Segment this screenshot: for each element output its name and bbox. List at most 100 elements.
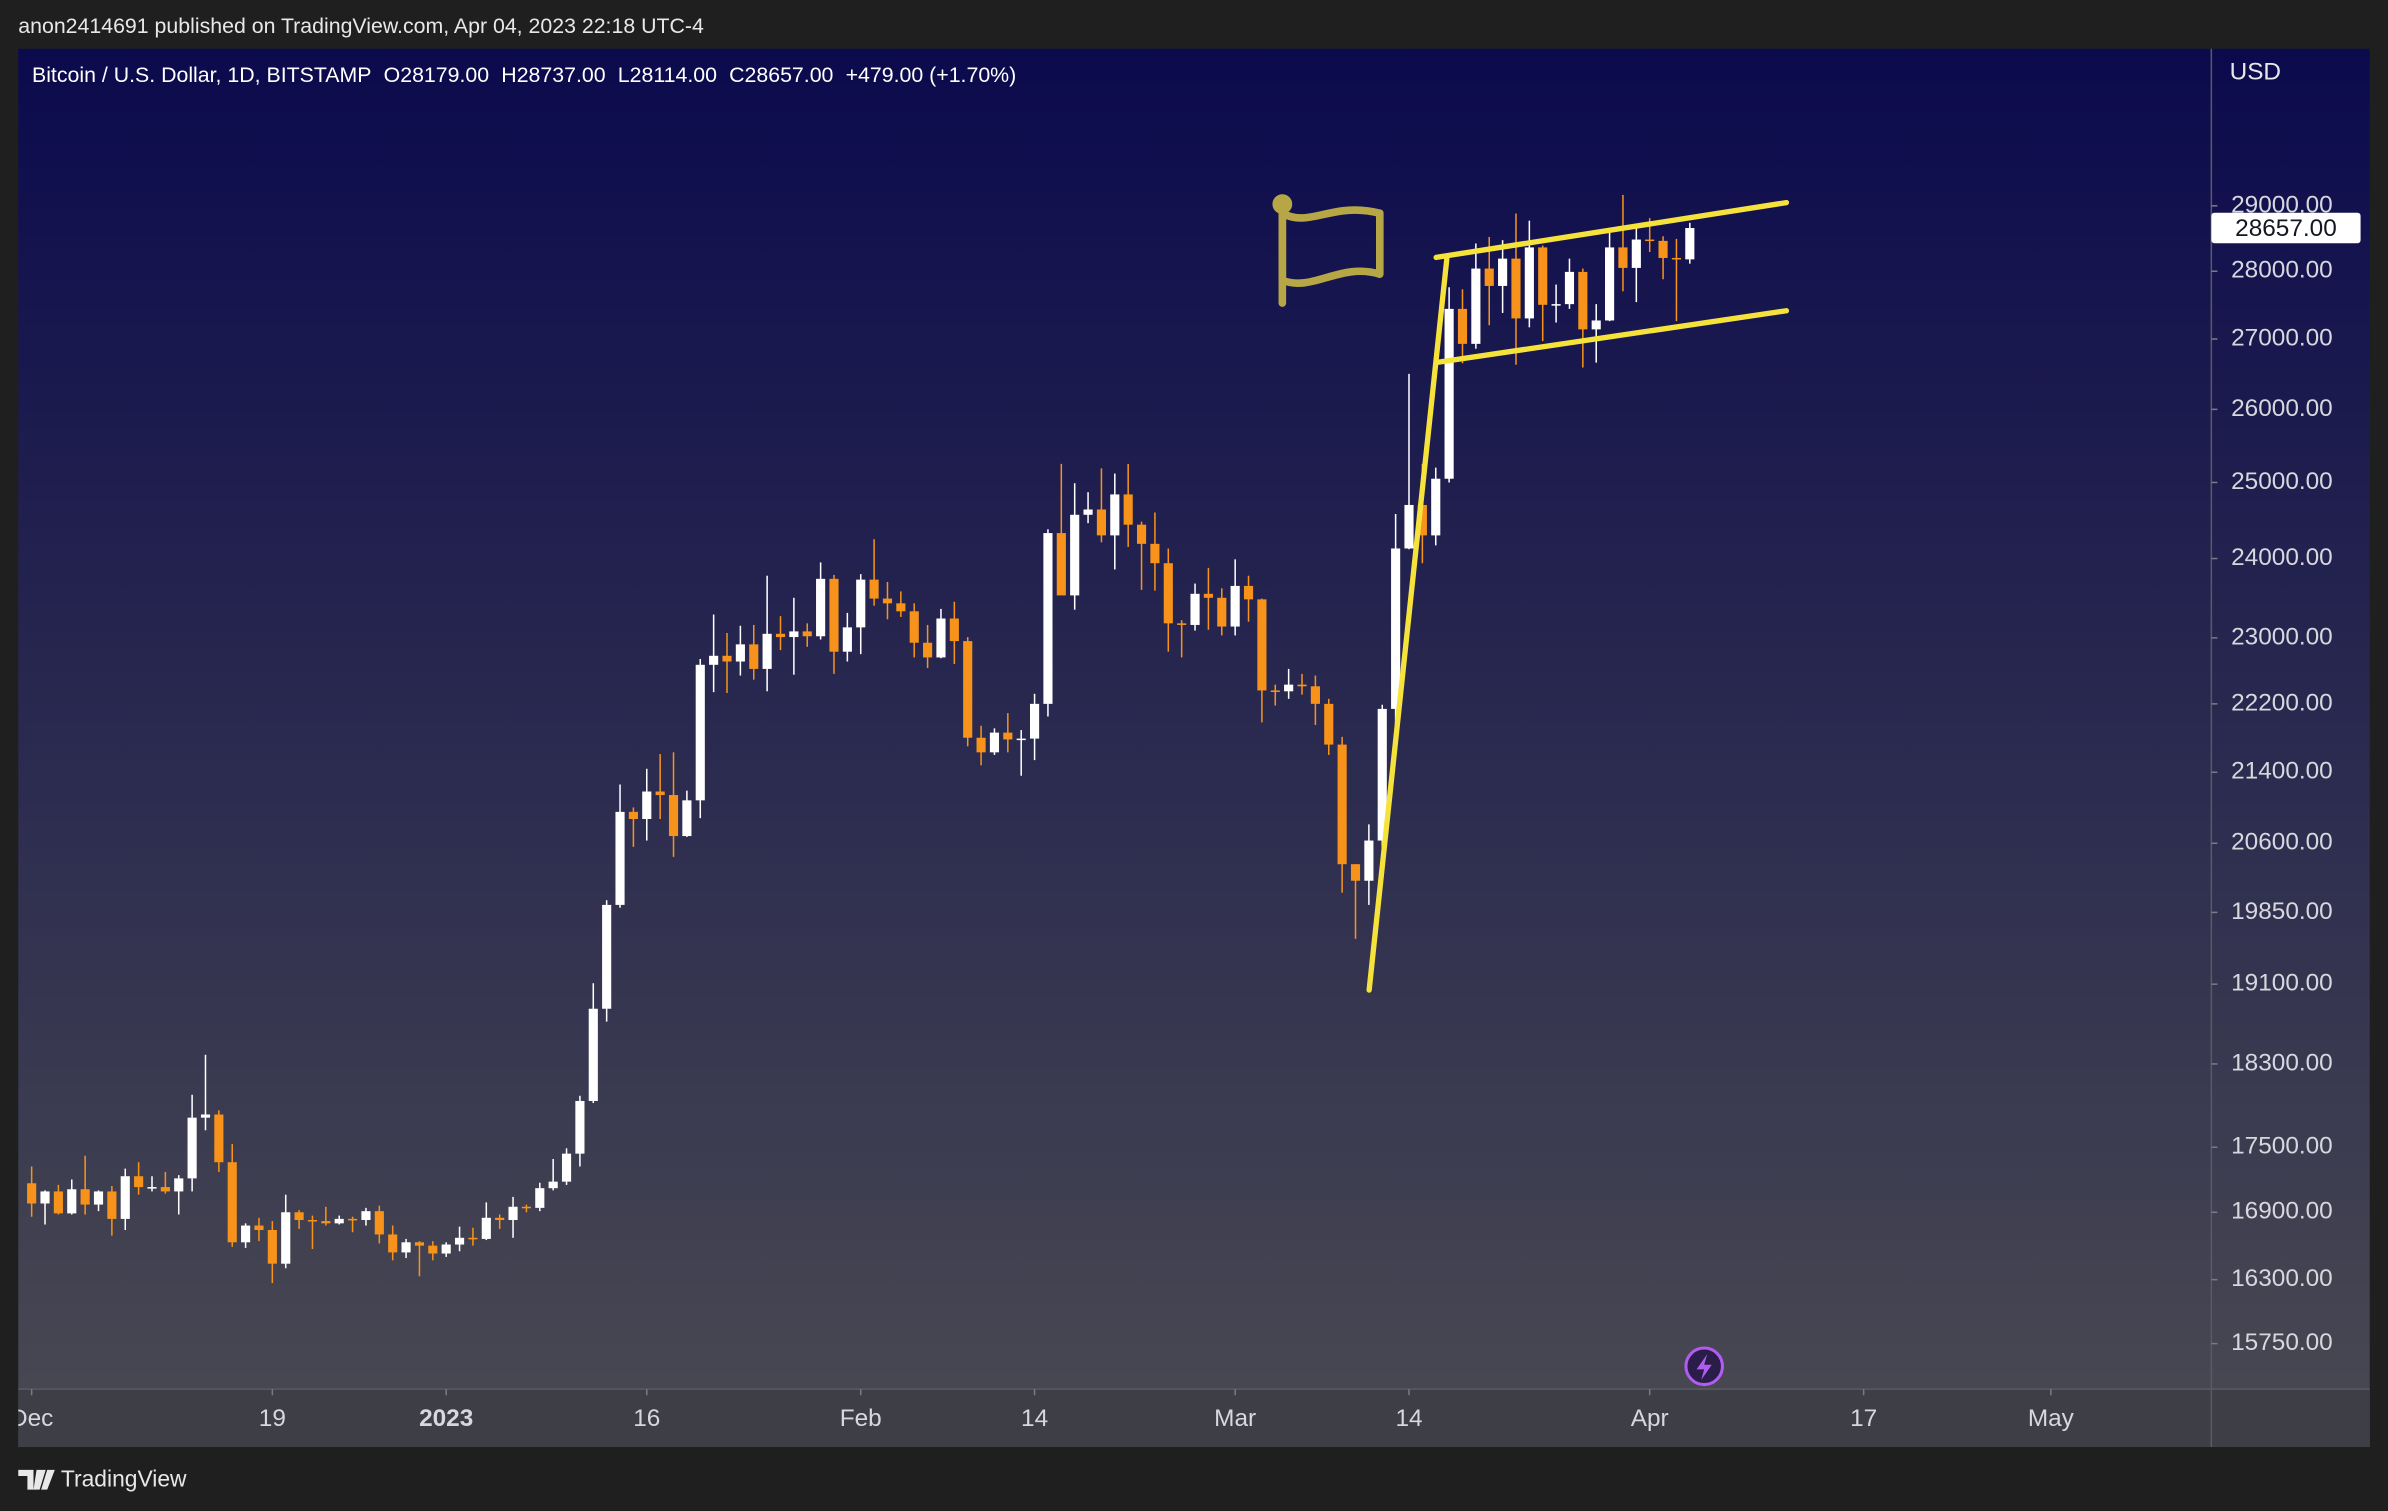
y-tick-label: 19100.00 xyxy=(2231,970,2333,997)
candle-body xyxy=(214,1114,224,1163)
candle-body xyxy=(1190,593,1200,625)
flag-drawing xyxy=(1366,199,1790,993)
candle-body xyxy=(963,641,973,738)
candle-body xyxy=(976,737,986,753)
candle-body xyxy=(1003,732,1013,740)
candle-body xyxy=(1217,597,1227,627)
candle-body xyxy=(401,1242,411,1253)
candle-body xyxy=(267,1230,277,1264)
legend-value: C28657.00 xyxy=(729,63,833,87)
candle-body xyxy=(1645,239,1655,242)
y-tick-label: 21400.00 xyxy=(2231,758,2333,785)
candle-body xyxy=(535,1188,545,1208)
candle-body xyxy=(241,1225,251,1243)
x-tick-label: 19 xyxy=(259,1405,286,1432)
price-axis: 29000.0028000.0027000.0026000.0025000.00… xyxy=(2211,191,2361,1356)
legend-value: L28114.00 xyxy=(618,63,717,87)
candle-body xyxy=(134,1176,144,1188)
x-tick-label: Mar xyxy=(1214,1405,1256,1432)
x-tick-label: 17 xyxy=(1850,1405,1877,1432)
legend-value: H28737.00 xyxy=(501,63,605,87)
symbol-legend: Bitcoin / U.S. Dollar, 1D, BITSTAMP O2817… xyxy=(32,63,1016,87)
candle-body xyxy=(1337,744,1347,865)
candle-body xyxy=(1350,864,1361,881)
candle-body xyxy=(588,1008,598,1101)
x-tick-label: May xyxy=(2028,1405,2075,1432)
candle-body xyxy=(294,1212,304,1221)
candle-body xyxy=(575,1100,585,1154)
candle-body xyxy=(1016,738,1026,741)
candle-body xyxy=(789,631,799,638)
y-tick-label: 27000.00 xyxy=(2231,324,2333,351)
candle-body xyxy=(628,811,638,820)
candle-body xyxy=(775,633,786,638)
candle-body xyxy=(1123,494,1133,525)
candle-body xyxy=(468,1237,478,1240)
candle-body xyxy=(682,800,692,837)
candle-body xyxy=(1270,690,1280,692)
candle-body xyxy=(722,655,732,662)
candle-body xyxy=(1150,543,1160,564)
time-axis: Dec 19 2023 16 Feb 14 Mar 14 Apr 17 May xyxy=(18,1389,2075,1432)
candle-body xyxy=(1391,548,1401,709)
candle-body xyxy=(602,904,612,1009)
footer-brand: TradingView xyxy=(61,1466,187,1492)
candle-body xyxy=(1377,708,1387,841)
candle-body xyxy=(762,633,772,669)
candle-body xyxy=(481,1217,491,1239)
candle-body xyxy=(1578,271,1588,330)
candle-body xyxy=(1096,509,1107,536)
candle-body xyxy=(1163,563,1173,624)
candle-body xyxy=(27,1183,37,1204)
candle-body xyxy=(1364,840,1374,881)
candle-body xyxy=(160,1187,170,1192)
candle-body xyxy=(1324,703,1334,745)
y-tick-label: 19850.00 xyxy=(2231,898,2333,925)
candle-body xyxy=(1457,308,1468,344)
last-price-label: 28657.00 xyxy=(2235,215,2337,242)
y-tick-label: 25000.00 xyxy=(2231,468,2333,495)
x-tick-label: Feb xyxy=(840,1405,882,1432)
footer-logo: TradingView xyxy=(18,1466,187,1492)
candle-body xyxy=(1631,239,1641,268)
candle-body xyxy=(1551,304,1561,306)
candle-body xyxy=(374,1211,384,1235)
candle-body xyxy=(548,1181,558,1189)
candle-body xyxy=(1431,478,1441,536)
candle-body xyxy=(1511,258,1521,319)
candle-body xyxy=(561,1153,572,1182)
candle-body xyxy=(695,664,705,801)
candle-body xyxy=(1498,258,1508,286)
candle-body xyxy=(120,1176,130,1219)
candle-body xyxy=(882,598,893,604)
candle-body xyxy=(361,1211,371,1221)
currency: USD xyxy=(2230,59,2281,86)
candle-body xyxy=(989,732,1000,753)
candle-body xyxy=(896,603,906,612)
candle-body xyxy=(40,1191,50,1204)
candle-body xyxy=(1444,308,1454,479)
candle-body xyxy=(428,1245,438,1254)
candle-body xyxy=(174,1178,184,1192)
y-tick-label: 26000.00 xyxy=(2231,395,2333,422)
alert-icon[interactable] xyxy=(1684,1346,1724,1387)
candle-body xyxy=(842,627,852,652)
candle-body xyxy=(454,1237,465,1245)
candle-body xyxy=(1685,227,1695,260)
candle-body xyxy=(1177,623,1187,625)
candle-body xyxy=(1243,585,1254,600)
x-tick-label: 2023 xyxy=(419,1405,473,1432)
candle-body xyxy=(281,1212,291,1264)
candle-body xyxy=(856,579,866,628)
flag-icon xyxy=(1272,194,1384,307)
candle-body xyxy=(495,1217,505,1221)
candle-body xyxy=(348,1218,358,1221)
y-tick-label: 20600.00 xyxy=(2231,829,2333,856)
candle-body xyxy=(508,1206,518,1221)
candle-body xyxy=(1605,247,1615,321)
candle-body xyxy=(388,1234,398,1253)
candle-body xyxy=(334,1218,344,1224)
candle-body xyxy=(1417,504,1427,536)
candle-body xyxy=(321,1221,331,1224)
